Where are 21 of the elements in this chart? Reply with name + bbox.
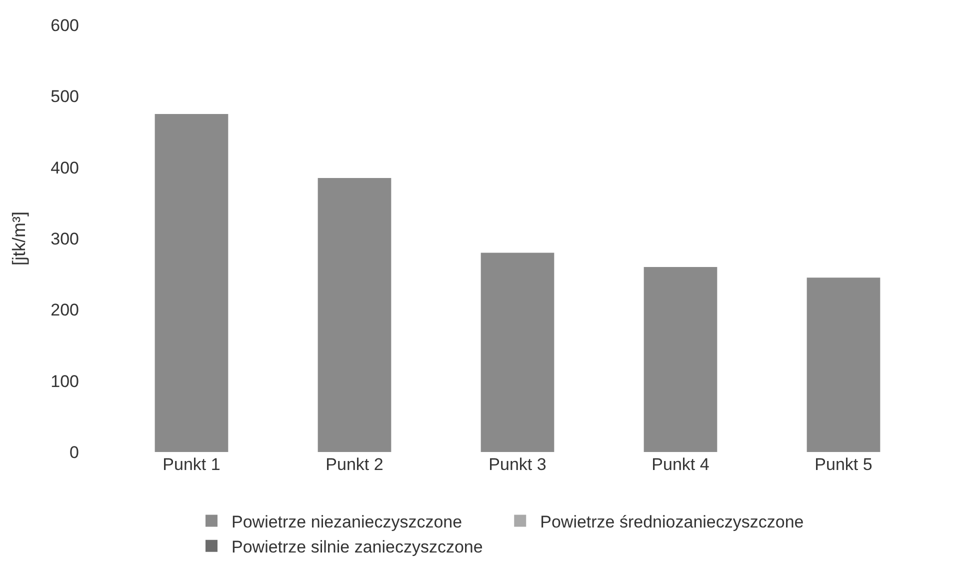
- x-tick-label: Punkt 2: [326, 455, 384, 474]
- y-tick-label: 500: [50, 87, 79, 106]
- x-tick-label: Punkt 5: [814, 455, 872, 474]
- y-tick-label: 0: [70, 442, 79, 462]
- y-axis-title: [jtk/m³]: [8, 212, 29, 266]
- y-tick-label: 600: [50, 16, 79, 35]
- y-tick-label: 300: [50, 229, 79, 248]
- y-tick-label: 100: [50, 372, 79, 391]
- bar: [644, 266, 718, 452]
- y-tick-label: 200: [50, 300, 79, 320]
- x-tick-label: Punkt 4: [652, 455, 710, 474]
- y-tick-label: 400: [50, 158, 79, 178]
- bar: [154, 114, 228, 452]
- bar: [318, 178, 392, 452]
- legend-label: Powietrze silnie zanieczyszczone: [232, 538, 483, 557]
- bar: [806, 278, 880, 452]
- x-tick-label: Punkt 3: [488, 455, 546, 474]
- legend-label: Powietrze średniozanieczyszczone: [540, 512, 804, 532]
- bar: [480, 252, 554, 452]
- x-tick-label: Punkt 1: [162, 455, 220, 474]
- legend-label: Powietrze niezanieczyszczone: [232, 512, 462, 532]
